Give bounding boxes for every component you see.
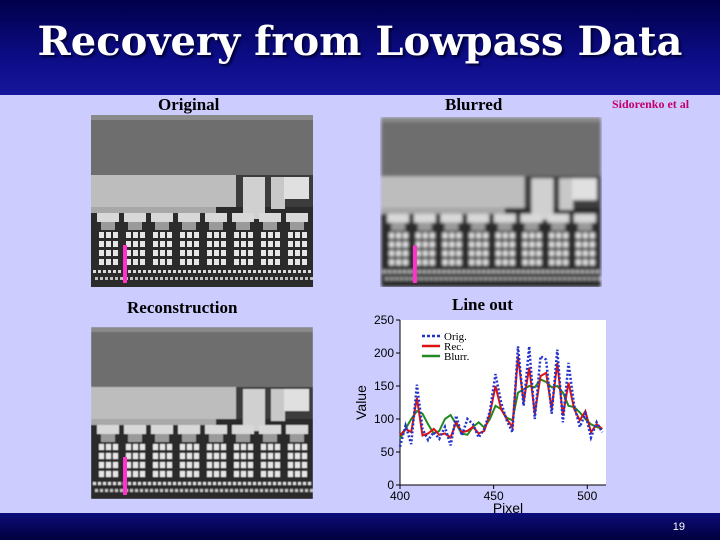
y-tick-label: 150	[374, 379, 394, 393]
credit-text: Sidorenko et al	[612, 97, 690, 111]
lineout-chart-svg: 0 50 100 150 200 250 400 450 500 Pixel Value Orig.R…	[353, 313, 606, 516]
micrograph	[91, 327, 313, 499]
x-tick-label: 500	[577, 489, 597, 503]
legend-label: Blurr.	[444, 351, 470, 363]
series-line-orig	[398, 346, 604, 448]
slide-title: Recovery from Lowpass Data	[37, 18, 683, 65]
lineout-marker	[123, 457, 127, 495]
y-tick-label: 100	[374, 412, 394, 426]
footer-bar: 19	[0, 513, 720, 540]
y-axis-label: Value	[353, 385, 369, 420]
micrograph	[381, 117, 601, 287]
title-bar: Recovery from Lowpass Data	[0, 0, 720, 95]
micrograph	[91, 115, 313, 287]
blurred-image	[380, 117, 602, 287]
legend-label: Orig.	[444, 331, 467, 343]
plot-area	[400, 320, 606, 485]
label-blurred: Blurred	[445, 95, 503, 114]
x-tick-label: 400	[390, 489, 410, 503]
y-tick-label: 0	[387, 478, 394, 492]
lineout-marker	[123, 245, 127, 283]
series-line-rec	[399, 356, 603, 440]
y-tick-label: 250	[374, 313, 394, 327]
lineout-marker	[412, 245, 417, 284]
page-number: 19	[672, 521, 685, 533]
y-tick-label: 50	[381, 445, 395, 459]
label-original: Original	[158, 95, 220, 114]
x-tick-label: 450	[484, 489, 504, 503]
reconstruction-image	[91, 327, 313, 499]
x-axis-label: Pixel	[493, 500, 523, 513]
label-lineout: Line out	[452, 295, 513, 314]
label-reconstruction: Reconstruction	[127, 298, 238, 317]
y-tick-label: 200	[374, 346, 394, 360]
legend-label: Rec.	[444, 341, 464, 353]
original-image	[91, 115, 313, 287]
lineout-chart: 0 50 100 150 200 250 400 450 500 Pixel Value Orig. R…	[350, 310, 612, 516]
